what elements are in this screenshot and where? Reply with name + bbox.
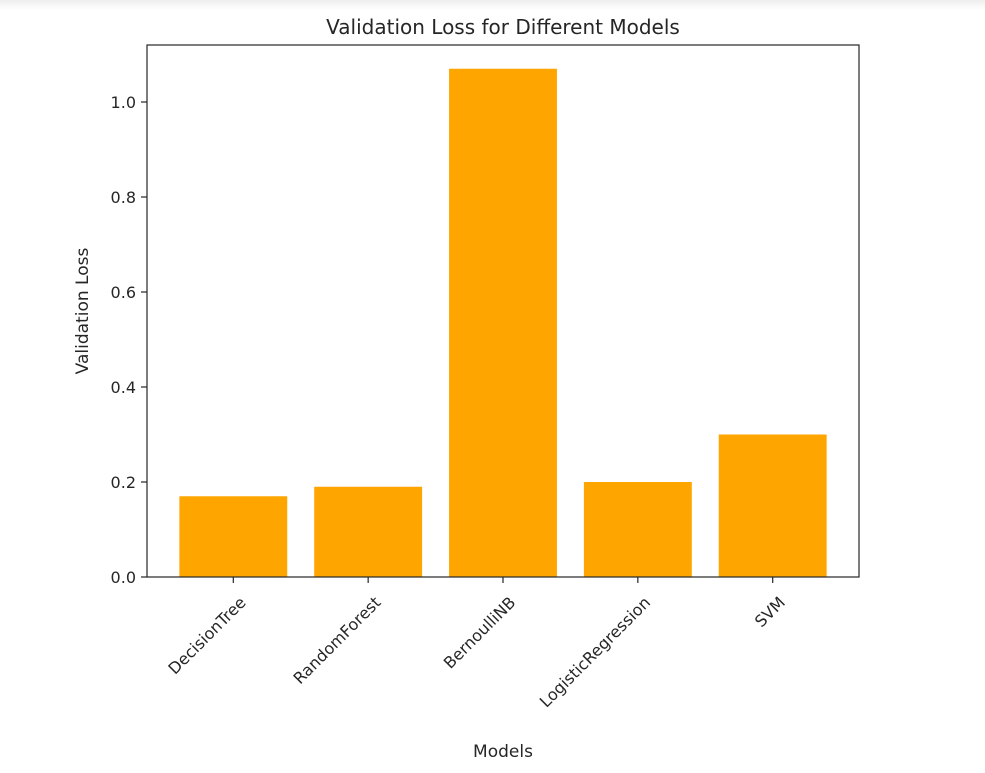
- y-tick-label: 0.8: [111, 188, 136, 207]
- bars-group: [179, 68, 827, 577]
- bar-bernoullinb: [449, 68, 557, 577]
- bar-decisiontree: [179, 496, 288, 577]
- plot-frame: [146, 44, 860, 578]
- x-tick-label: SVM: [751, 593, 789, 631]
- x-tick-label: DecisionTree: [164, 593, 249, 678]
- x-axis-title: Models: [473, 742, 533, 762]
- y-tick-label: 0.2: [111, 473, 136, 492]
- bar-svm: [718, 434, 827, 577]
- chart-title: Validation Loss for Different Models: [326, 15, 680, 39]
- y-tick-label: 0.6: [111, 283, 136, 302]
- x-tick-label: BernoulliNB: [440, 593, 520, 673]
- x-tick-label: RandomForest: [289, 593, 384, 688]
- y-tick-label: 1.0: [111, 93, 136, 112]
- x-tick-label: LogisticRegression: [536, 593, 654, 711]
- y-axis-title: Validation Loss: [73, 248, 93, 375]
- bar-randomforest: [314, 486, 423, 577]
- y-axis: 0.0 0.2 0.4 0.6 0.8 1.0: [111, 93, 147, 587]
- x-axis: DecisionTree RandomForest BernoulliNB Logis…: [164, 577, 789, 711]
- y-tick-label: 0.4: [111, 378, 136, 397]
- bar-logisticregression: [583, 482, 692, 577]
- y-tick-label: 0.0: [111, 568, 136, 587]
- top-shadow-strip: [0, 0, 985, 10]
